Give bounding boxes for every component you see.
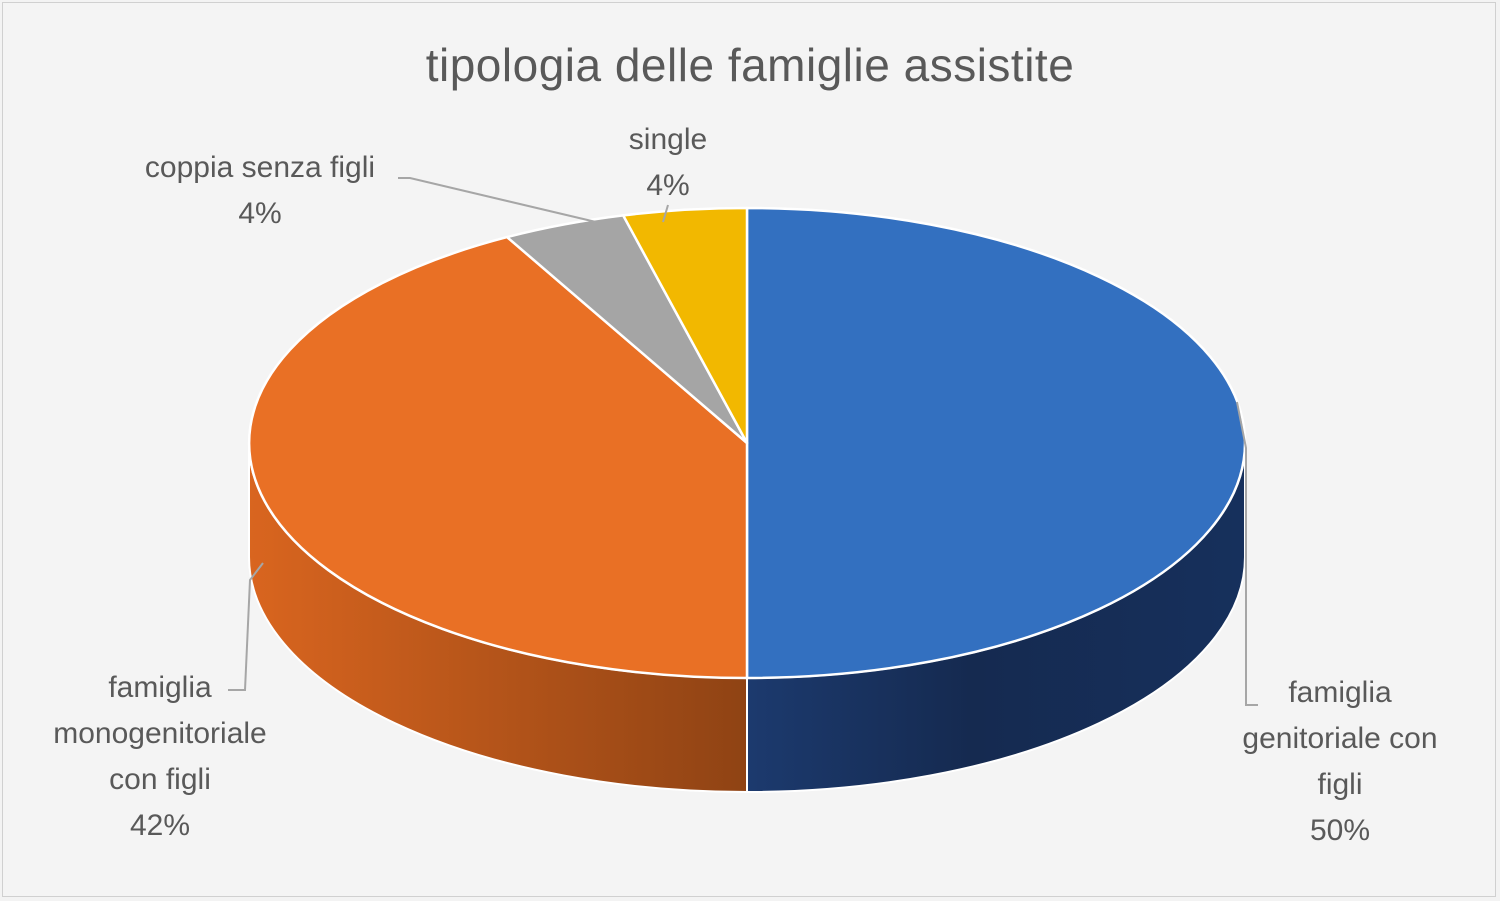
label-line: figli [1317, 768, 1363, 801]
label-single: single 4% [588, 117, 748, 209]
pie-tops [247, 206, 1247, 680]
chart-title: tipologia delle famiglie assistite [425, 39, 1075, 91]
label-famiglia-monogenitoriale: famiglia monogenitoriale con figli 42% [25, 665, 295, 849]
label-coppia-senza-figli: coppia senza figli 4% [120, 145, 400, 237]
leader-line-2 [398, 177, 597, 223]
label-line: monogenitoriale [53, 717, 267, 750]
label-percent: 4% [646, 169, 690, 202]
leader-line-3 [662, 204, 669, 223]
label-percent: 4% [238, 197, 282, 230]
leader-line-1 [228, 562, 264, 691]
label-percent: 42% [129, 809, 191, 842]
label-line: genitoriale con [1242, 722, 1438, 755]
label-line: coppia senza figli [144, 151, 376, 184]
pie-slice-3 [621, 206, 749, 445]
label-line: con figli [109, 763, 211, 796]
label-famiglia-genitoriale: famiglia genitoriale con figli 50% [1205, 670, 1475, 854]
label-line: famiglia [108, 671, 212, 704]
leader-line-0 [1236, 401, 1258, 706]
pie-slice-1 [247, 235, 749, 680]
label-line: single [628, 123, 708, 156]
leader-lines [228, 177, 1258, 706]
label-line: famiglia [1288, 676, 1392, 709]
label-percent: 50% [1309, 814, 1371, 847]
